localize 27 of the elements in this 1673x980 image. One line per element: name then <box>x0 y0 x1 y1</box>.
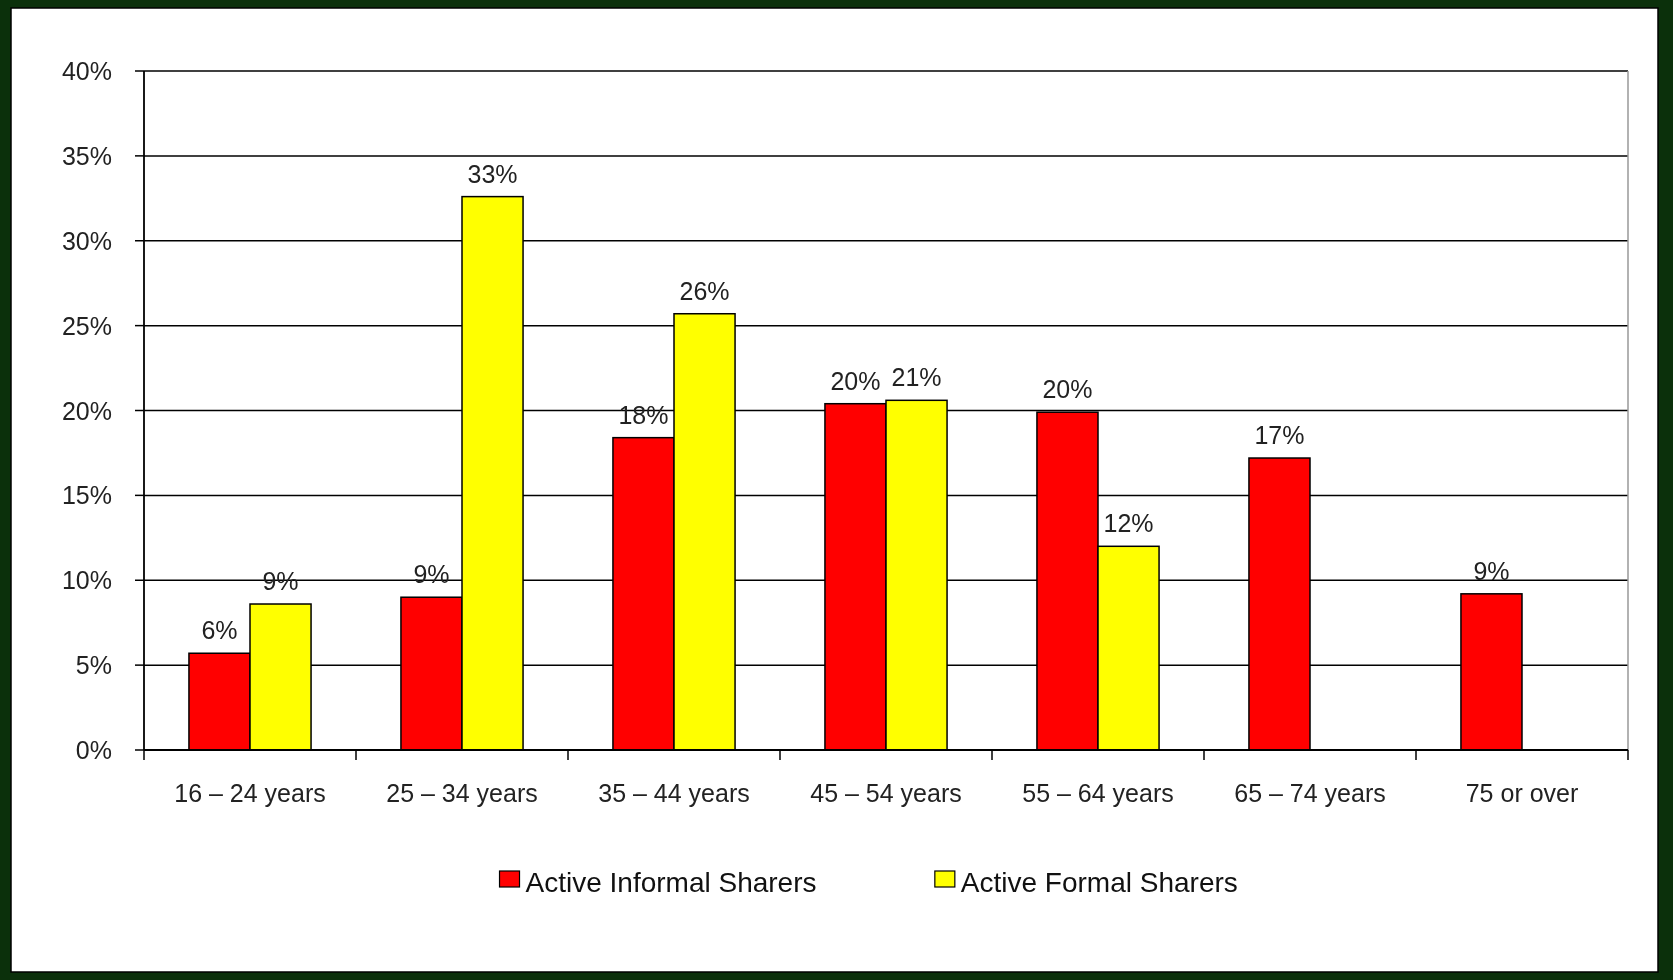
y-tick-label: 35% <box>61 141 112 170</box>
data-label: 9% <box>1473 556 1510 585</box>
y-tick-label: 0% <box>75 736 112 764</box>
data-label: 6% <box>201 616 238 645</box>
data-label: 20% <box>1042 375 1093 404</box>
x-tick-label: 35 – 44 years <box>598 779 750 807</box>
data-label: 26% <box>679 276 730 305</box>
data-label: 21% <box>891 363 942 392</box>
x-tick-label: 65 – 74 years <box>1234 779 1386 807</box>
y-tick-label: 20% <box>61 396 112 425</box>
y-tick-label: 5% <box>75 651 112 680</box>
x-tick-label: 45 – 54 years <box>810 779 962 807</box>
y-tick-label: 10% <box>61 566 112 595</box>
x-tick-label: 55 – 64 years <box>1022 779 1174 807</box>
data-label: 20% <box>830 366 881 395</box>
y-tick-label: 30% <box>61 226 112 255</box>
x-tick-label: 25 – 34 years <box>386 779 538 807</box>
data-label: 12% <box>1103 509 1154 538</box>
y-tick-label: 15% <box>61 481 112 510</box>
x-tick-label: 75 or over <box>1465 779 1579 807</box>
data-label: 17% <box>1254 421 1305 450</box>
legend-label: Active Formal Sharers <box>960 866 1238 898</box>
data-label: 33% <box>467 159 518 188</box>
legend-label: Active Informal Sharers <box>525 866 817 898</box>
y-tick-label: 40% <box>61 57 112 85</box>
y-tick-label: 25% <box>61 311 112 340</box>
x-tick-label: 16 – 24 years <box>174 779 326 807</box>
